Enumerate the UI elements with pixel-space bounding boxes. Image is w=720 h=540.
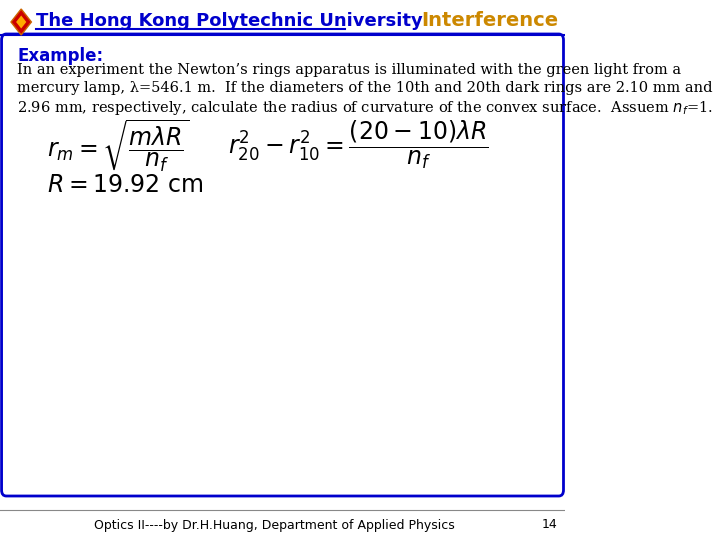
Text: Optics II----by Dr.H.Huang, Department of Applied Physics: Optics II----by Dr.H.Huang, Department o… [94,518,455,531]
Text: $r_{20}^{2} - r_{10}^{2} = \dfrac{(20-10)\lambda R}{n_f}$: $r_{20}^{2} - r_{10}^{2} = \dfrac{(20-10… [228,119,488,171]
Text: $R = 19.92\ \mathrm{cm}$: $R = 19.92\ \mathrm{cm}$ [47,173,204,197]
Text: mercury lamp, λ=546.1 m.  If the diameters of the 10th and 20th dark rings are 2: mercury lamp, λ=546.1 m. If the diameter… [17,81,713,95]
Text: $r_m = \sqrt{\dfrac{m\lambda R}{n_f}}$: $r_m = \sqrt{\dfrac{m\lambda R}{n_f}}$ [47,117,190,173]
Text: The Hong Kong Polytechnic University: The Hong Kong Polytechnic University [36,12,423,30]
Polygon shape [11,9,32,35]
Text: 2.96 mm, respectively, calculate the radius of curvature of the convex surface. : 2.96 mm, respectively, calculate the rad… [17,99,713,117]
FancyBboxPatch shape [1,34,564,496]
Text: 14: 14 [541,518,557,531]
Text: In an experiment the Newton’s rings apparatus is illuminated with the green ligh: In an experiment the Newton’s rings appa… [17,63,681,77]
Text: Example:: Example: [17,47,104,65]
Text: Interference: Interference [422,11,559,30]
Polygon shape [16,16,27,29]
